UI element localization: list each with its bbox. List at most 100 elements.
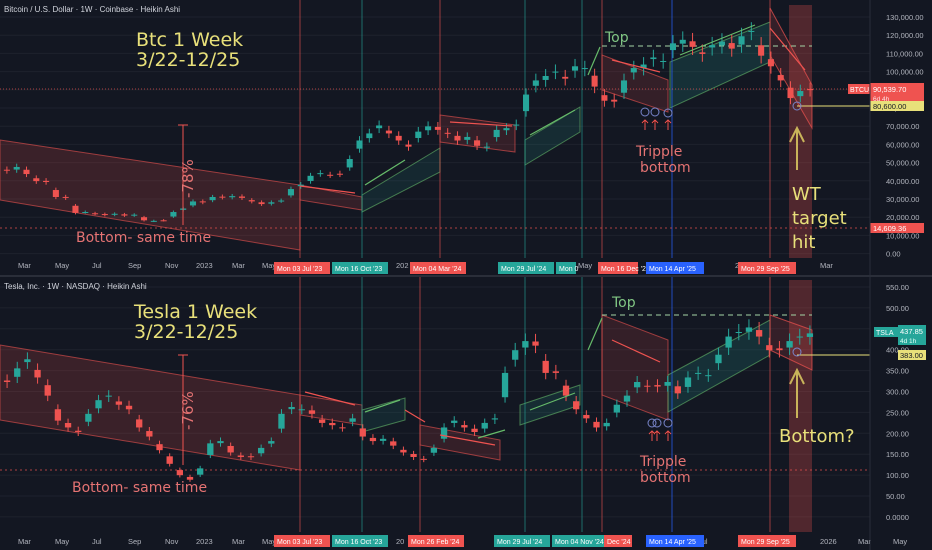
date-flag: Mon 16 Oct '23 bbox=[335, 266, 382, 273]
candle-body bbox=[356, 140, 363, 149]
tsla-symbol-header: Tesla, Inc. · 1W · NASDAQ · Heikin Ashi bbox=[4, 282, 147, 291]
candle-body bbox=[425, 126, 432, 131]
x-tick-label: May bbox=[55, 261, 69, 270]
candle-body bbox=[92, 213, 99, 215]
candle-body bbox=[43, 180, 50, 182]
candle-body bbox=[755, 330, 763, 337]
circle-marker-icon bbox=[640, 107, 650, 117]
tsla-time-axis[interactable]: MarMayJulSepNov2023MarMayJul2026MarMay20… bbox=[18, 535, 907, 547]
candle-body bbox=[591, 75, 598, 87]
candle-body bbox=[796, 336, 803, 338]
btc-annotation-title-2: 3/22-12/25 bbox=[136, 49, 240, 71]
candle-body bbox=[131, 214, 138, 216]
y-tick-label: 400.00 bbox=[886, 346, 909, 355]
btc-low-tag-bg bbox=[870, 223, 924, 233]
btc-panel[interactable]: Bitcoin / U.S. Dollar · 1W · Coinbase · … bbox=[0, 0, 924, 274]
candle-body bbox=[542, 76, 549, 80]
x-tick-label: May bbox=[262, 537, 276, 546]
tsla-price-tag: TSLA 437.85 4d 1h 383.00 bbox=[874, 325, 926, 360]
candle-body bbox=[23, 169, 30, 175]
y-tick-label: 40,000.00 bbox=[886, 177, 919, 186]
candle-body bbox=[400, 449, 407, 453]
candle-body bbox=[14, 368, 21, 377]
candle-body bbox=[278, 200, 285, 202]
btc-last-price: 90,539.70 bbox=[873, 85, 906, 94]
candle-body bbox=[207, 443, 214, 455]
candle-body bbox=[420, 458, 427, 460]
date-flag-bg bbox=[332, 262, 388, 274]
tsla-price-axis[interactable]: 550.00500.00450.00400.00350.00300.00250.… bbox=[886, 283, 909, 522]
candle-body bbox=[430, 447, 438, 453]
x-tick-label: May bbox=[893, 537, 907, 546]
candle-body bbox=[603, 422, 610, 427]
arrow-red-1 bbox=[299, 185, 356, 194]
candle-body bbox=[366, 133, 373, 139]
btc-symbol-header: Bitcoin / U.S. Dollar · 1W · Coinbase · … bbox=[4, 5, 180, 14]
tsla-plot-area[interactable] bbox=[0, 277, 870, 532]
y-tick-label: 250.00 bbox=[886, 408, 909, 417]
candle-body bbox=[140, 217, 148, 221]
y-tick-label: 60,000.00 bbox=[886, 140, 919, 149]
candle-body bbox=[287, 189, 294, 196]
candle-body bbox=[75, 430, 82, 432]
btc-bottom-label: Bottom- same time bbox=[76, 230, 211, 246]
circle-marker-icon bbox=[792, 347, 802, 357]
date-flag: Mon 04 Nov '24 bbox=[555, 539, 604, 546]
candle-body bbox=[758, 45, 765, 56]
candle-body bbox=[318, 419, 326, 423]
candle-body bbox=[308, 410, 316, 414]
candle-body bbox=[464, 136, 471, 140]
tsla-panel[interactable]: Tesla, Inc. · 1W · NASDAQ · Heikin Ashi … bbox=[0, 277, 926, 547]
candle-body bbox=[82, 212, 89, 214]
candle-body bbox=[501, 372, 509, 398]
arrow-green-1 bbox=[364, 399, 401, 413]
date-flag: Mon 26 Feb '24 bbox=[411, 539, 460, 546]
candle-body bbox=[745, 327, 753, 332]
tsla-small-up-arrows bbox=[648, 430, 672, 441]
candle-body bbox=[689, 41, 696, 47]
candle-body bbox=[715, 354, 722, 364]
y-tick-label: 100.00 bbox=[886, 471, 909, 480]
candle-body bbox=[776, 348, 783, 351]
candle-body bbox=[170, 212, 177, 217]
candle-body bbox=[237, 455, 244, 457]
candle-body bbox=[797, 91, 804, 97]
candle-body bbox=[654, 385, 661, 387]
candle-body bbox=[136, 419, 143, 428]
date-flag: Mon 03 Jul '23 bbox=[277, 266, 322, 273]
candle-body bbox=[13, 166, 20, 170]
candle-body bbox=[451, 420, 458, 423]
date-flag: Mon 03 Jul '23 bbox=[277, 539, 322, 546]
btc-tripple-label-2: bottom bbox=[640, 160, 691, 176]
candle-body bbox=[481, 422, 488, 429]
candle-body bbox=[85, 413, 92, 422]
y-tick-label: 130,000.00 bbox=[886, 13, 924, 22]
candle-body bbox=[613, 404, 620, 413]
date-flag: Mon 16 Dec '24 bbox=[601, 266, 650, 273]
arrow-green-3 bbox=[529, 392, 576, 411]
btc-countdown: 6d 4h bbox=[873, 96, 890, 103]
btc-low-tag: 14,609.36 bbox=[873, 224, 906, 233]
candle-body bbox=[62, 196, 69, 198]
candle-body bbox=[483, 146, 490, 148]
x-tick-label: Nov bbox=[165, 537, 179, 546]
candle-body bbox=[709, 45, 716, 48]
arrow-red-3 bbox=[439, 434, 496, 446]
btc-time-axis[interactable]: MarMayJulSepNov2023MarMayMarMayJul2026Ma… bbox=[18, 261, 833, 274]
tsla-triple-bottom-markers bbox=[647, 347, 802, 428]
candle-body bbox=[532, 80, 539, 86]
date-flag-bg bbox=[274, 535, 330, 547]
candle-body bbox=[669, 43, 677, 51]
candle-body bbox=[156, 444, 163, 451]
candle-body bbox=[238, 196, 246, 198]
tsla-green-arrows bbox=[364, 317, 603, 439]
candle-body bbox=[674, 386, 681, 394]
btc-triple-bottom-markers bbox=[640, 101, 802, 118]
y-tick-label: 30,000.00 bbox=[886, 195, 919, 204]
candle-body bbox=[601, 95, 608, 101]
candle-body bbox=[349, 418, 356, 422]
candle-body bbox=[512, 350, 519, 360]
date-flag: Mon 14 Apr '25 bbox=[649, 539, 696, 546]
candle-body bbox=[718, 41, 725, 46]
circle-marker-icon bbox=[650, 107, 660, 117]
